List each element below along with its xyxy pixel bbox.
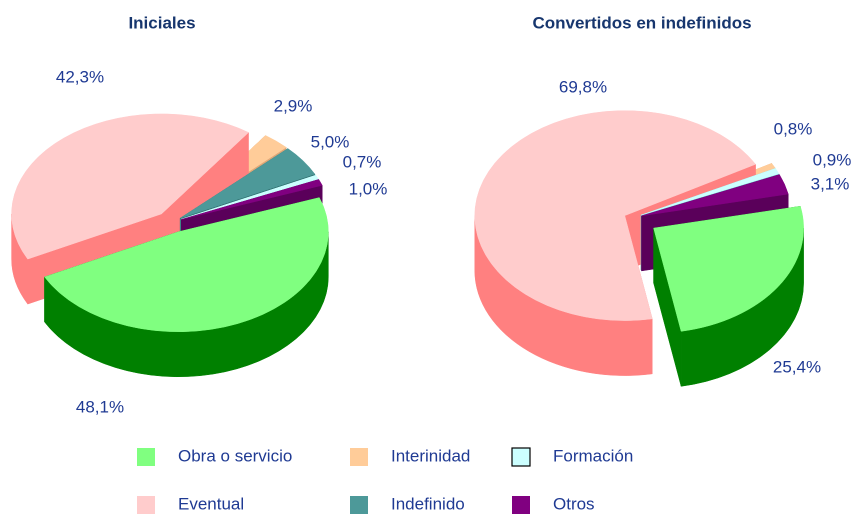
data-label: 42,3%: [56, 67, 104, 86]
legend-label: Formación: [553, 446, 633, 465]
legend-label: Interinidad: [391, 446, 470, 465]
data-label: 0,7%: [343, 152, 382, 171]
data-label: 69,8%: [559, 77, 607, 96]
data-label: 3,1%: [811, 174, 850, 193]
data-label: 48,1%: [76, 397, 124, 416]
legend-swatch: [350, 448, 368, 466]
slice: [44, 197, 329, 332]
data-label: 2,9%: [274, 96, 313, 115]
legend-swatch: [512, 496, 530, 514]
legend-swatch: [511, 447, 531, 467]
slice: [640, 168, 780, 216]
slice: [474, 110, 756, 321]
slice: [641, 174, 789, 217]
slice: [180, 174, 319, 220]
legend-label: Otros: [553, 494, 595, 513]
data-label: 25,4%: [773, 357, 821, 376]
legend-swatch: [137, 448, 155, 466]
legend-label: Indefinido: [391, 494, 465, 513]
data-label: 0,8%: [774, 119, 813, 138]
slice: [653, 205, 804, 332]
data-label: 1,0%: [349, 179, 388, 198]
chart-title: Iniciales: [128, 13, 195, 32]
chart-title: Convertidos en indefinidos: [532, 13, 751, 32]
legend-swatch: [137, 496, 155, 514]
slice: [181, 179, 323, 220]
legend-swatch: [350, 496, 368, 514]
slice: [180, 148, 316, 219]
legend-label: Eventual: [178, 494, 244, 513]
data-label: 5,0%: [311, 132, 350, 151]
legend-label: Obra o servicio: [178, 446, 292, 465]
slice: [11, 113, 249, 260]
data-label: 0,9%: [813, 150, 852, 169]
